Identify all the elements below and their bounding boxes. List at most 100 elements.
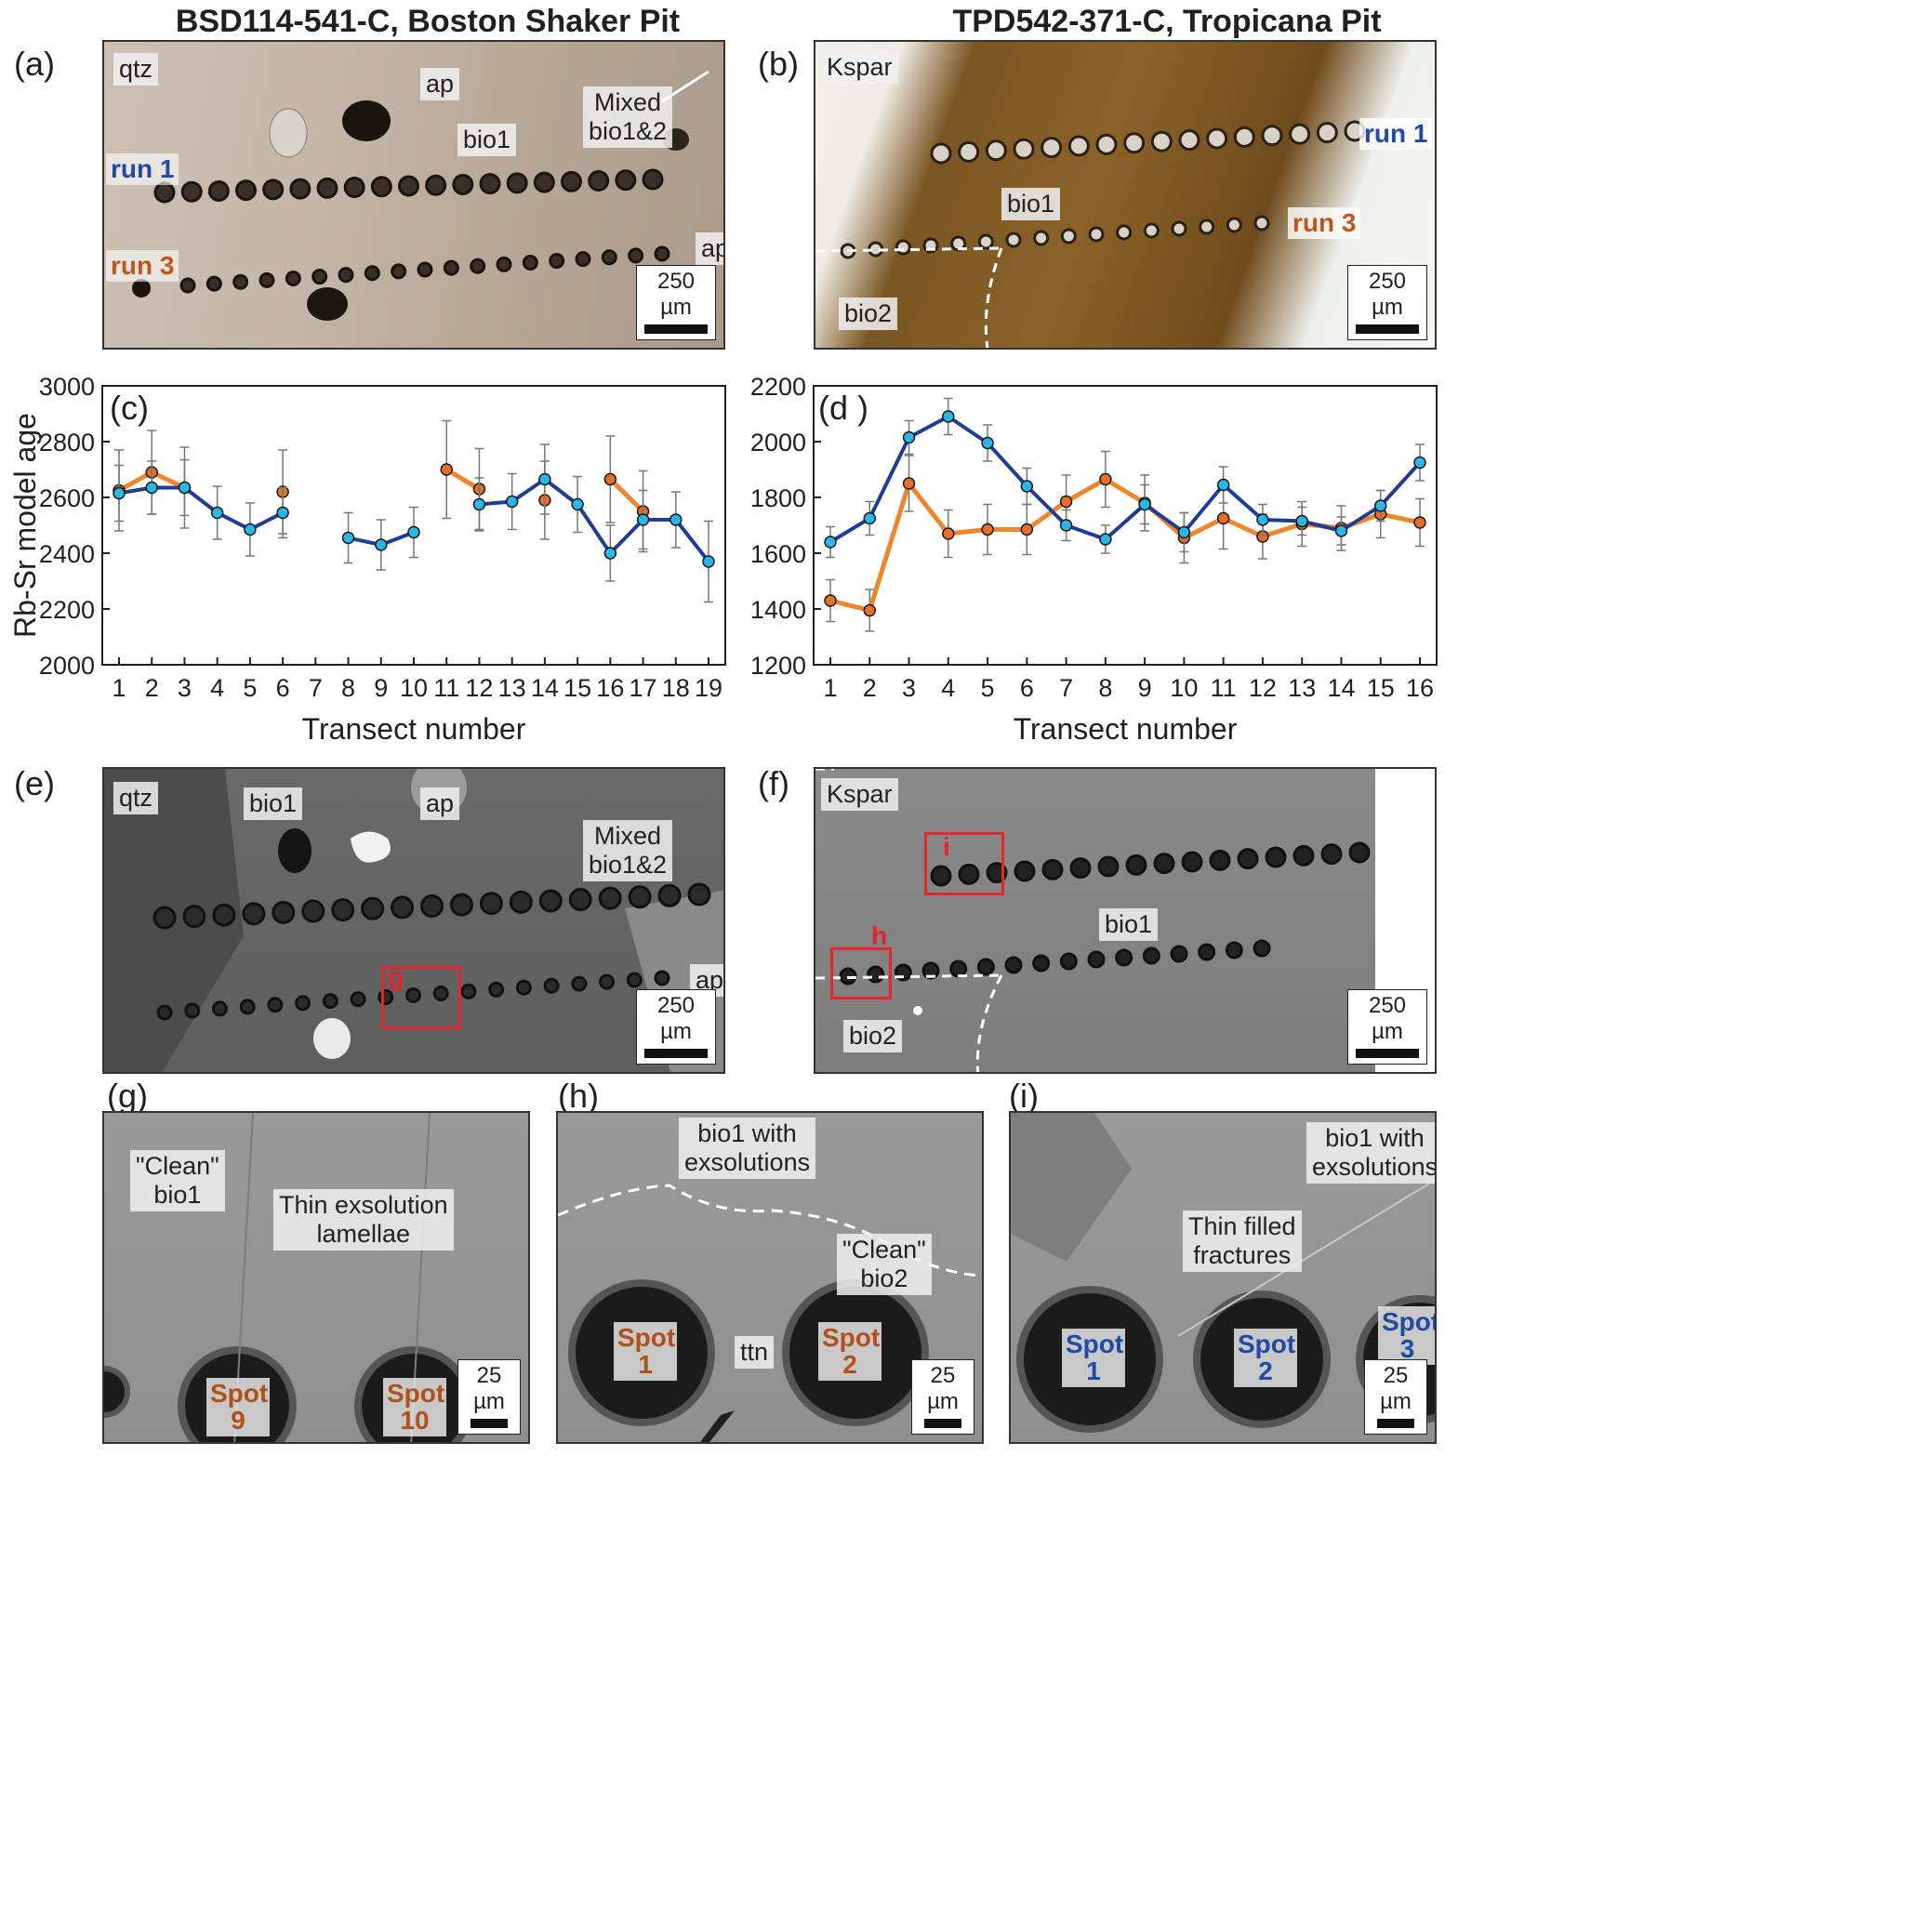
laser-spot (232, 273, 249, 290)
laser-spot (301, 899, 325, 923)
laser-spot (1237, 848, 1259, 870)
laser-spot (628, 885, 652, 909)
laser-spot (1142, 946, 1160, 965)
x-tick-label: 7 (1059, 674, 1073, 702)
laser-spot (361, 896, 385, 920)
run1-data-point (981, 436, 994, 450)
x-tick-label: 16 (596, 674, 624, 702)
scale-bar-g: 25 µm (457, 1359, 521, 1435)
run1-data-point (1099, 533, 1112, 546)
y-tick-label: 2000 (750, 429, 806, 457)
inset-box-i-letter: i (943, 832, 950, 861)
laser-spot (930, 142, 952, 165)
run1-data-point (603, 547, 617, 560)
laser-spot (343, 177, 365, 199)
laser-spot (657, 883, 682, 907)
photo-b-features (815, 120, 1366, 348)
laser-spot (1253, 215, 1270, 232)
run1-data-point (824, 536, 837, 549)
laser-spot (687, 882, 711, 906)
panel-label-a: (a) (14, 45, 55, 83)
laser-spot (571, 975, 588, 992)
label-bio2: bio2 (843, 1020, 903, 1053)
laser-spot (1143, 222, 1160, 239)
x-tick-label: 19 (695, 674, 722, 702)
laser-spot (432, 985, 449, 1001)
x-tick-label: 15 (563, 674, 591, 702)
laser-spot (211, 1000, 228, 1017)
x-tick-label: 16 (1406, 674, 1434, 702)
run3-data-point (1059, 495, 1073, 509)
y-axis-label: Rb-Sr model age (8, 413, 42, 638)
label-kspar: Kspar (821, 51, 898, 85)
laser-spot (1069, 857, 1092, 880)
laser-spot (267, 997, 284, 1013)
laser-spot (958, 863, 980, 885)
laser-spot (985, 139, 1007, 162)
run3-data-point (942, 527, 955, 540)
run1-data-point (1020, 480, 1034, 493)
laser-spot (628, 247, 644, 264)
run1-data-point (375, 538, 388, 551)
laser-spot (479, 892, 503, 916)
label-thin-filled-fractures: Thin filled fractures (1183, 1211, 1302, 1273)
run3-data-point (440, 463, 453, 476)
x-tick-label: 12 (465, 674, 493, 702)
scale-label: 250 µm (656, 993, 696, 1044)
laser-spot (364, 265, 380, 282)
run1-data-point (1177, 525, 1191, 539)
laser-spot (1033, 230, 1050, 246)
laser-spot (1178, 129, 1200, 152)
run1-data-point (210, 506, 224, 520)
y-tick-label: 1400 (750, 596, 806, 624)
run1-data-point (1413, 456, 1426, 470)
x-tick-label: 13 (498, 674, 526, 702)
scale-label: 25 µm (473, 1363, 505, 1414)
laser-spot (184, 1002, 201, 1019)
x-tick-label: 1 (112, 674, 126, 702)
label-bio1: bio1 (1001, 188, 1061, 221)
laser-spot (1115, 948, 1133, 967)
laser-spot (235, 179, 257, 202)
x-tick-label: 18 (662, 674, 690, 702)
label-clean-bio2: "Clean" bio2 (837, 1234, 932, 1296)
laser-spot (626, 972, 643, 988)
run1-data-point (942, 410, 955, 423)
laser-spot (391, 895, 415, 920)
laser-spot (1320, 843, 1343, 866)
y-tick-label: 2200 (39, 596, 95, 624)
y-tick-label: 1800 (750, 484, 806, 512)
run1-data-point (863, 511, 877, 525)
label-bio1-exsolutions: bio1 with exsolutions (679, 1118, 816, 1180)
photomicrograph-b: Kspar bio1 bio2 run 1 run 3 250 µm (814, 40, 1437, 350)
spot-1-label: Spot 1 (1062, 1329, 1125, 1387)
y-tick-label: 2400 (39, 540, 95, 568)
laser-spot (1199, 218, 1215, 235)
laser-spot (1209, 849, 1231, 871)
laser-spot (391, 263, 407, 280)
panel-label-b: (b) (758, 45, 799, 83)
y-tick-label: 2600 (39, 484, 95, 512)
x-tick-label: 11 (1211, 674, 1237, 702)
laser-spot (1041, 137, 1063, 159)
x-tick-label: 2 (145, 674, 159, 702)
laser-spot (549, 253, 565, 270)
laser-spot (615, 169, 637, 192)
label-bio2: bio2 (839, 298, 898, 331)
panel-label-g: (g) (107, 1077, 148, 1115)
photomicrograph-a: qtz ap bio1 Mixed bio1&2 ap run 1 run 3 … (102, 40, 725, 350)
run1-data-point (407, 525, 420, 539)
laser-spot (1014, 860, 1036, 882)
y-tick-label: 3000 (39, 373, 95, 401)
run3-data-point (824, 594, 837, 607)
laser-spot (182, 905, 206, 929)
laser-spot (654, 970, 670, 986)
x-tick-label: 4 (210, 674, 224, 702)
laser-spot (179, 277, 196, 294)
laser-spot (538, 889, 563, 913)
run1-data-point (1216, 478, 1230, 492)
x-axis-label: Transect number (1014, 712, 1238, 746)
label-bio1: bio1 (457, 124, 517, 157)
laser-spot (654, 245, 670, 262)
run1-data-point (1256, 513, 1269, 526)
